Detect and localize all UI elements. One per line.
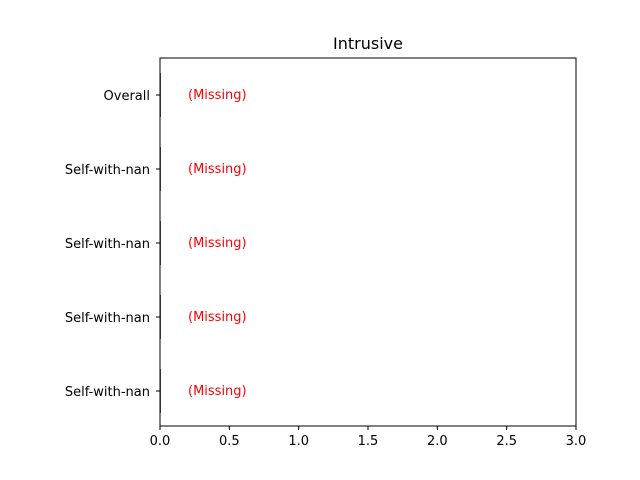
- y-tick-label-2: Self-with-nan: [65, 237, 150, 252]
- x-axis: 0.0 0.5 1.0 1.5 2.0 2.5 3.0: [150, 426, 587, 449]
- bar-annotation-2: (Missing): [188, 236, 247, 251]
- x-tick-label-0: 0.0: [150, 434, 171, 449]
- bar-annotation-0: (Missing): [188, 88, 247, 103]
- y-tick-label-3: Self-with-nan: [65, 311, 150, 326]
- bar-annotation-4: (Missing): [188, 384, 247, 399]
- annotations-layer: (Missing) (Missing) (Missing) (Missing) (Mis…: [188, 88, 247, 399]
- bar-0: [160, 73, 161, 117]
- bar-annotation-1: (Missing): [188, 162, 247, 177]
- bar-annotation-3: (Missing): [188, 310, 247, 325]
- y-axis: Overall Self-with-nan Self-with-nan Self-wi…: [65, 89, 160, 400]
- x-tick-label-5: 2.5: [496, 434, 517, 449]
- chart-title: Intrusive: [333, 34, 403, 53]
- bar-4: [160, 369, 161, 413]
- y-tick-label-0: Overall: [104, 89, 150, 104]
- bar-1: [160, 147, 161, 191]
- x-tick-label-4: 2.0: [427, 434, 448, 449]
- x-tick-label-6: 3.0: [566, 434, 587, 449]
- x-tick-label-2: 1.0: [288, 434, 309, 449]
- bar-3: [160, 295, 161, 339]
- y-tick-label-1: Self-with-nan: [65, 163, 150, 178]
- x-tick-label-3: 1.5: [358, 434, 379, 449]
- bar-2: [160, 221, 161, 265]
- x-tick-label-1: 0.5: [219, 434, 240, 449]
- y-tick-label-4: Self-with-nan: [65, 385, 150, 400]
- bars-layer: [160, 73, 161, 413]
